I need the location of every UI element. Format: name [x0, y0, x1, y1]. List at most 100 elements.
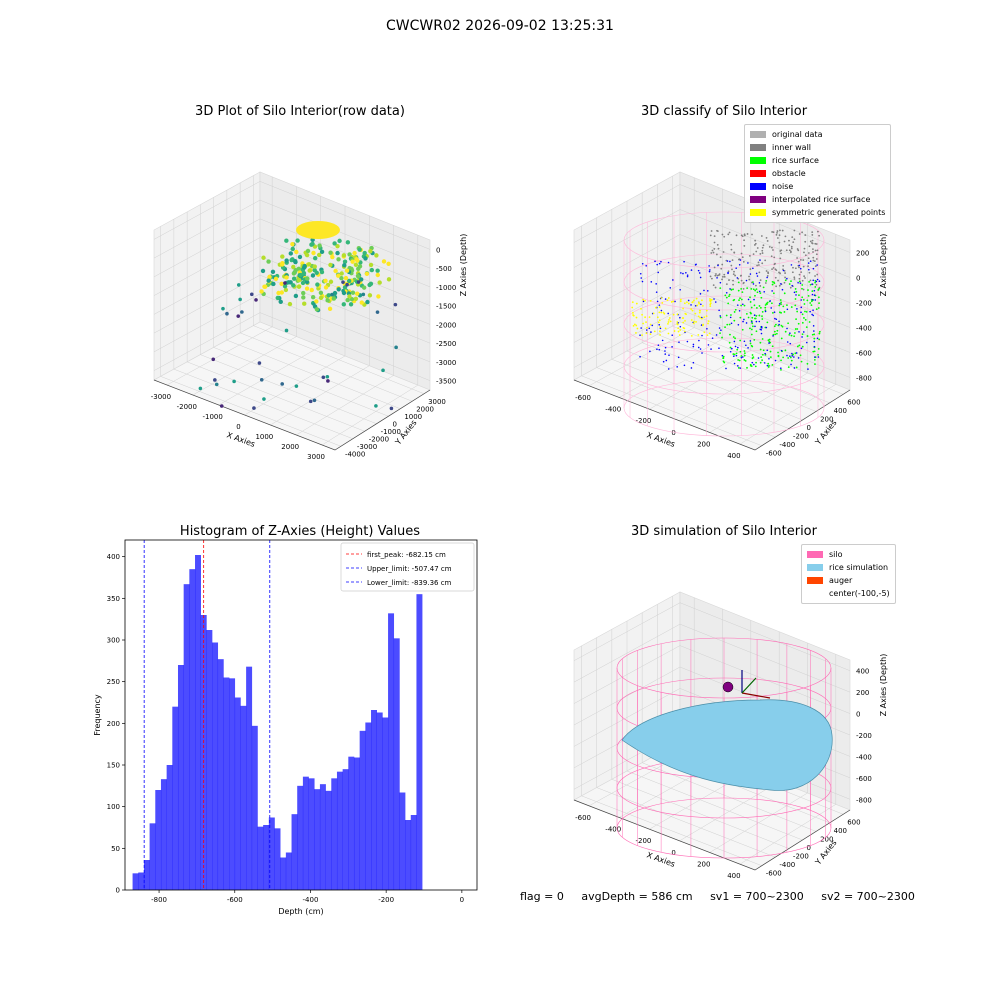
raw-point	[314, 299, 319, 304]
classify-sym-point	[684, 319, 686, 322]
classify-rice-point	[790, 334, 793, 337]
classify-rice-point	[728, 323, 731, 326]
classify-noise-point	[780, 349, 783, 352]
classify-noise-point	[807, 262, 810, 264]
classify-wall-point	[733, 251, 736, 254]
raw-point	[236, 314, 241, 318]
raw-point	[315, 282, 320, 287]
classify-rice-point	[738, 359, 741, 362]
classify-rice-point	[739, 316, 742, 319]
classify-rice-point	[787, 357, 790, 359]
classify-wall-point	[766, 274, 769, 277]
legend-item: original data	[750, 128, 885, 141]
classify-rice-point	[753, 304, 756, 307]
histogram-bar	[234, 697, 241, 890]
classify-wall-point	[790, 247, 793, 250]
legend-swatch	[807, 577, 823, 584]
classify-wall-point	[813, 260, 816, 263]
classify-rice-point	[784, 330, 787, 333]
classify-wall-point	[798, 266, 800, 269]
raw-xtick: 1000	[255, 433, 273, 441]
classify-noise-point	[658, 324, 661, 326]
classify-rice-point	[813, 350, 816, 353]
classify-noise-point	[690, 269, 693, 271]
classify-noise-point	[719, 281, 722, 284]
classify-rice-point	[754, 365, 757, 368]
classify-sym-point	[699, 309, 702, 312]
raw-point	[350, 259, 355, 264]
raw-point	[283, 287, 289, 293]
histogram-frame	[124, 539, 478, 891]
histogram-bar	[291, 814, 298, 890]
sim-ygrid	[611, 779, 790, 849]
classify-rice-point	[788, 333, 791, 336]
classify-noise-point	[766, 364, 769, 367]
histogram-chart[interactable]: -800 -600 -400 -200 0 0 50 100 150 200 250 300 350 40…	[80, 530, 500, 920]
classify-sym-point	[633, 323, 636, 326]
classify-noise-point	[769, 300, 771, 302]
classify-wall-point	[728, 231, 731, 234]
classify-wall-point	[793, 276, 796, 279]
classify-sym-point	[677, 330, 680, 333]
classify-rice-point	[759, 341, 762, 344]
classify-rice-point	[737, 281, 740, 284]
classify-wall-point	[721, 233, 724, 236]
classify-noise-point	[797, 281, 799, 284]
classify-noise-point	[645, 329, 648, 331]
raw-xtick: 3000	[307, 453, 325, 461]
legend-label: center(-100,-5)	[829, 589, 890, 598]
histogram-ytick-label: 0	[116, 887, 120, 895]
classify-rice-point	[727, 302, 730, 305]
classify-wall-point	[714, 274, 717, 277]
classify-noise-point	[766, 349, 769, 352]
classify-noise-point	[786, 277, 788, 280]
classify-noise-point	[639, 272, 642, 275]
classify-sym-point	[676, 321, 679, 323]
classify-wall-point	[727, 233, 730, 236]
classify-rice-point	[740, 298, 743, 301]
raw-point	[284, 258, 289, 263]
classify-rice-point	[809, 283, 812, 286]
classify-rice-point	[740, 287, 743, 290]
raw-point	[381, 368, 385, 373]
classify-rice-point	[729, 346, 732, 349]
sim-ytick: 0	[807, 844, 811, 852]
raw-point	[335, 250, 340, 256]
sim-ztick: 0	[856, 711, 860, 719]
classify-noise-point	[651, 324, 654, 327]
classify-rice-point	[761, 318, 764, 320]
classify-sym-point	[694, 312, 697, 315]
classify-rice-point	[734, 337, 737, 340]
classify-wall-point	[794, 267, 797, 270]
classify-rice-point	[771, 311, 774, 314]
classify-noise-point	[732, 355, 735, 357]
classify-rice-point	[759, 348, 762, 351]
classify-noise-point	[770, 307, 773, 309]
classify-sym-point	[709, 305, 712, 308]
classify-rice-point	[793, 335, 796, 338]
classify-rice-point	[773, 325, 776, 328]
classify-noise-point	[745, 344, 747, 347]
classify-sym-point	[703, 331, 706, 334]
classify-wall-point	[748, 275, 750, 278]
classify-rice-point	[810, 304, 813, 307]
classify-wall-point	[811, 239, 814, 242]
classify-noise-point	[786, 308, 789, 311]
classify-panel-title: 3D classify of Silo Interior	[640, 104, 808, 119]
classify-noise-point	[676, 366, 678, 368]
classify-wall-point	[799, 258, 802, 261]
classify-rice-point	[728, 293, 731, 296]
classify-sym-point	[679, 329, 682, 331]
raw-ytick: 0	[392, 420, 396, 428]
classify-wall-point	[710, 252, 713, 254]
raw-point	[330, 254, 335, 260]
histogram-bar	[206, 630, 213, 890]
classify-noise-point	[760, 327, 763, 329]
classify-sym-point	[645, 321, 647, 323]
sim-ygrid	[581, 795, 762, 866]
classify-rice-point	[749, 301, 752, 303]
raw-point	[214, 382, 219, 387]
